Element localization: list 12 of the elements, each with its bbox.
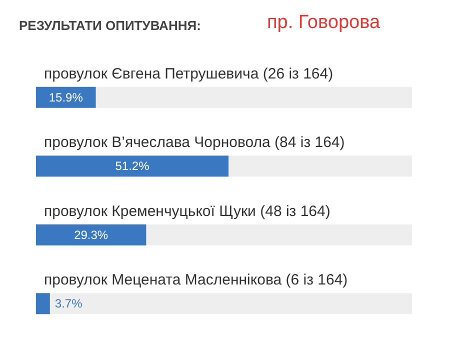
bar [36,86,96,108]
data-label: 15.9% [48,90,84,104]
chart-title: РЕЗУЛЬТАТИ ОПИТУВАННЯ: [19,18,201,33]
data-label: 51.2% [115,159,150,174]
data-label: 3.7% [54,296,83,311]
data-label: 29.3% [74,228,108,242]
y-tick-label: провулок В’ячеслава Чорновола (84 із 164) [44,134,345,152]
chart-subtitle: пр. Говорова [267,12,380,33]
bar [36,293,50,314]
y-tick-label: провулок Євгена Петрушевича (26 із 164) [44,65,334,82]
y-tick-label: провулок Кременчуцької Щуки (48 із 164) [44,202,330,220]
y-tick-label: провулок Мецената Масленнікова (6 із 164) [44,272,348,289]
